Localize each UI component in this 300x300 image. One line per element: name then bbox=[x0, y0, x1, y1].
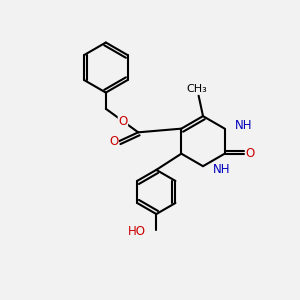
Text: NH: NH bbox=[213, 163, 231, 176]
Text: CH₃: CH₃ bbox=[187, 84, 208, 94]
Text: NH: NH bbox=[235, 118, 253, 132]
Text: O: O bbox=[109, 135, 119, 148]
Text: HO: HO bbox=[128, 225, 146, 238]
Text: O: O bbox=[118, 115, 128, 128]
Text: O: O bbox=[246, 147, 255, 160]
